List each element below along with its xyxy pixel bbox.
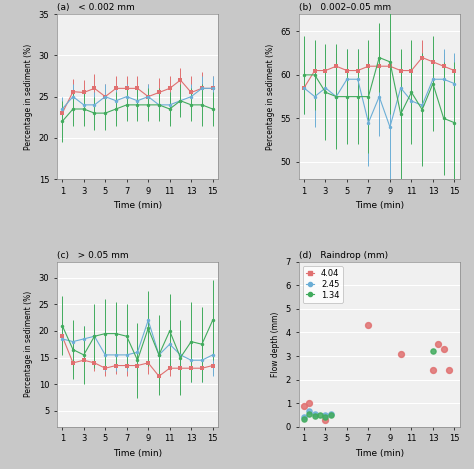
Y-axis label: Percentage in sediment (%): Percentage in sediment (%) [266,44,275,150]
Text: (b)   0.002–0.05 mm: (b) 0.002–0.05 mm [299,3,391,12]
Point [327,411,335,419]
Point [316,411,324,419]
Point [322,411,329,419]
Point [445,366,453,374]
Point [300,415,308,422]
X-axis label: Time (min): Time (min) [355,449,404,458]
Point [397,350,404,357]
Point [311,410,319,417]
Point [429,366,437,374]
Point [300,402,308,409]
Point [429,348,437,355]
Point [322,416,329,424]
Point [300,414,308,421]
Point [440,345,447,353]
Point [435,340,442,348]
Legend: 4.04, 2.45, 1.34: 4.04, 2.45, 1.34 [303,266,343,303]
Y-axis label: Percentage in sediment (%): Percentage in sediment (%) [24,44,33,150]
X-axis label: Time (min): Time (min) [113,201,162,211]
Point [327,410,335,417]
Point [322,414,329,421]
Point [306,408,313,415]
X-axis label: Time (min): Time (min) [355,201,404,211]
Point [311,412,319,420]
Point [306,410,313,417]
Y-axis label: Flow depth (mm): Flow depth (mm) [271,311,280,377]
Point [306,400,313,407]
Y-axis label: Percentage in sediment (%): Percentage in sediment (%) [24,291,33,397]
Text: (d)   Raindrop (mm): (d) Raindrop (mm) [299,250,388,259]
Point [365,322,372,329]
Text: (c)   > 0.05 mm: (c) > 0.05 mm [57,250,128,259]
Text: (a)   < 0.002 mm: (a) < 0.002 mm [57,3,135,12]
X-axis label: Time (min): Time (min) [113,449,162,458]
